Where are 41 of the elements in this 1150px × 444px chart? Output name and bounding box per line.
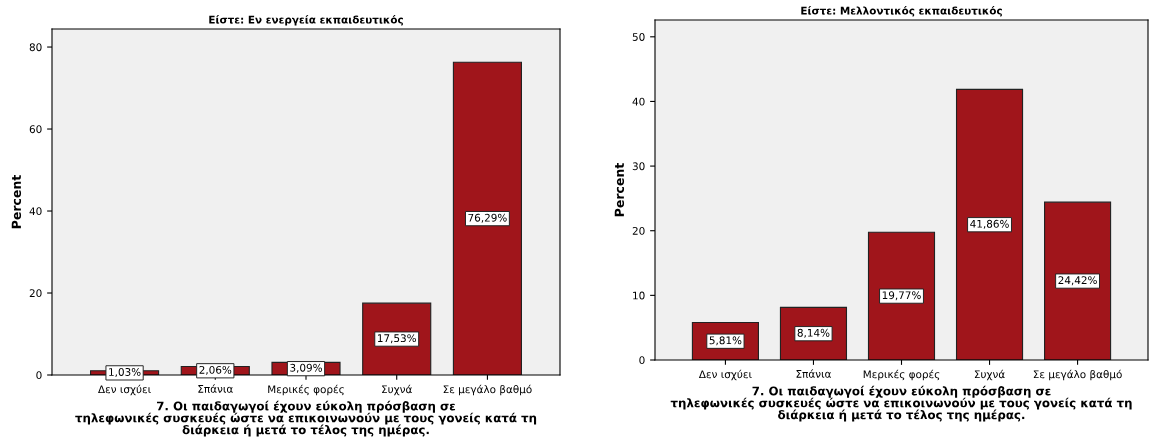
- y-tick-label: 40: [632, 97, 645, 106]
- y-tick-label: 50: [632, 33, 645, 41]
- y-tick-label: 80: [29, 43, 42, 52]
- bar: [452, 61, 523, 375]
- x-tick-label: Σε μεγάλο βαθμό: [1033, 369, 1122, 381]
- y-tick-label: 30: [632, 162, 645, 171]
- chart-title: Είστε: Μελλοντικός εκπαιδευτικός: [801, 6, 1002, 17]
- x-tick-label: Συχνά: [382, 384, 412, 396]
- y-tick-label: 20: [632, 226, 645, 235]
- data-label: 76,29%: [468, 213, 507, 223]
- data-label: 24,42%: [1058, 276, 1097, 286]
- y-axis-title: Percent: [11, 175, 22, 229]
- bar: [955, 88, 1024, 360]
- data-label: 8,14%: [797, 328, 830, 338]
- data-label: 19,77%: [882, 291, 921, 301]
- y-tick-label: 0: [639, 356, 645, 365]
- y-tick-label: 0: [36, 371, 42, 380]
- data-label: 3,09%: [290, 363, 322, 373]
- x-axis-title: 7. Οι παιδαγωγοί έχουν εύκολη πρόσβαση σε τηλεφωνικές συσκευές ώστε να επικοινωνούν με τους γονείς κατά τη διάρκεια ή μετά το τέλος της ημέρας.: [75, 400, 537, 437]
- y-tick-label: 60: [29, 125, 42, 134]
- x-tick-label: Μερικές φορές: [863, 369, 940, 381]
- data-label: 5,81%: [709, 336, 742, 346]
- x-tick-label: Μερικές φορές: [268, 384, 344, 396]
- chart-title: Είστε: Εν ενεργεία εκπαιδευτικός: [209, 15, 403, 26]
- y-tick-label: 10: [633, 291, 645, 300]
- data-label: 41,86%: [970, 219, 1009, 229]
- x-tick-label: Σπάνια: [796, 369, 831, 378]
- x-tick-label: Δεν ισχύει: [98, 384, 151, 396]
- data-label: 1,03%: [109, 368, 141, 377]
- data-label: 2,06%: [199, 365, 232, 375]
- y-tick-label: 40: [29, 207, 42, 216]
- x-axis-title: 7. Οι παιδαγωγοί έχουν εύκολη πρόσβαση σε τηλεφωνικές συσκευές ώστε να επικοινωνούν με τους γονείς κατά τη διάρκεια ή μετά το τέλος της ημέρας.: [670, 385, 1132, 422]
- x-tick-label: Σε μεγάλο βαθμό: [443, 384, 532, 396]
- y-tick-label: 20: [29, 289, 42, 298]
- x-tick-label: Συχνά: [974, 369, 1005, 381]
- data-label: 17,53%: [378, 334, 416, 344]
- x-tick-label: Σπάνια: [198, 384, 233, 393]
- bar: [1044, 201, 1112, 360]
- y-axis-title: Percent: [614, 163, 625, 217]
- bar: [867, 231, 936, 360]
- x-tick-label: Δεν ισχύει: [698, 369, 752, 381]
